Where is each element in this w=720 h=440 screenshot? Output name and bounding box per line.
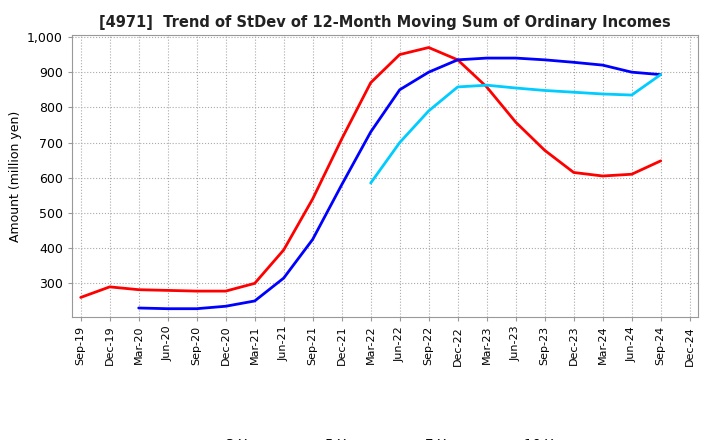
3 Years — [570, 170, 578, 175]
3 Years — [511, 120, 520, 125]
Line: 5 Years: 5 Years — [139, 58, 661, 309]
7 Years — [598, 92, 607, 97]
7 Years — [511, 85, 520, 91]
5 Years — [657, 72, 665, 77]
3 Years — [598, 173, 607, 179]
5 Years — [511, 55, 520, 61]
5 Years — [570, 60, 578, 65]
7 Years — [657, 72, 665, 77]
3 Years — [657, 158, 665, 164]
3 Years — [366, 80, 375, 85]
5 Years — [192, 306, 201, 312]
3 Years — [308, 196, 317, 202]
3 Years — [251, 281, 259, 286]
3 Years — [395, 52, 404, 57]
7 Years — [482, 83, 491, 88]
5 Years — [366, 129, 375, 135]
7 Years — [541, 88, 549, 93]
3 Years — [221, 289, 230, 294]
Line: 7 Years: 7 Years — [371, 75, 661, 183]
Y-axis label: Amount (million yen): Amount (million yen) — [9, 110, 22, 242]
5 Years — [135, 305, 143, 311]
Title: [4971]  Trend of StDev of 12-Month Moving Sum of Ordinary Incomes: [4971] Trend of StDev of 12-Month Moving… — [99, 15, 671, 30]
5 Years — [338, 182, 346, 187]
3 Years — [192, 289, 201, 294]
5 Years — [627, 70, 636, 75]
5 Years — [482, 55, 491, 61]
7 Years — [570, 90, 578, 95]
5 Years — [395, 87, 404, 92]
7 Years — [454, 84, 462, 90]
7 Years — [627, 92, 636, 98]
5 Years — [454, 57, 462, 62]
3 Years — [338, 136, 346, 142]
5 Years — [541, 57, 549, 62]
3 Years — [135, 287, 143, 292]
5 Years — [308, 237, 317, 242]
5 Years — [221, 304, 230, 309]
5 Years — [279, 275, 288, 281]
3 Years — [482, 84, 491, 90]
3 Years — [105, 284, 114, 290]
3 Years — [163, 288, 172, 293]
3 Years — [454, 57, 462, 62]
5 Years — [598, 62, 607, 68]
Line: 3 Years: 3 Years — [81, 48, 661, 297]
7 Years — [366, 180, 375, 186]
3 Years — [279, 247, 288, 253]
3 Years — [76, 295, 85, 300]
3 Years — [541, 148, 549, 153]
5 Years — [424, 70, 433, 75]
Legend: 3 Years, 5 Years, 7 Years, 10 Years: 3 Years, 5 Years, 7 Years, 10 Years — [185, 433, 585, 440]
5 Years — [251, 298, 259, 304]
7 Years — [395, 140, 404, 145]
3 Years — [627, 172, 636, 177]
3 Years — [424, 45, 433, 50]
5 Years — [163, 306, 172, 312]
7 Years — [424, 108, 433, 114]
